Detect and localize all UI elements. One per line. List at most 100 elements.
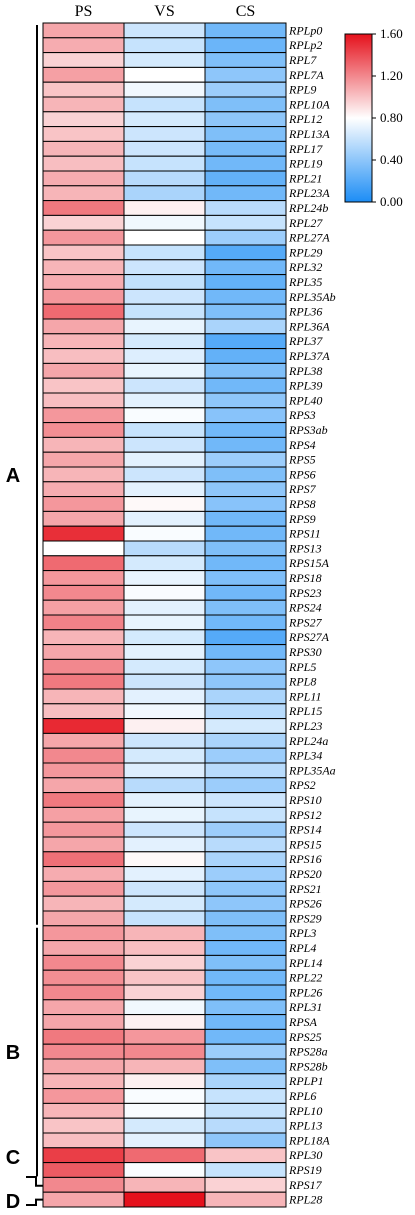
gene-label: RPS7 [288, 482, 317, 496]
heatmap-cell [204, 407, 287, 424]
heatmap-cell [42, 140, 125, 157]
gene-label: RPL6 [288, 1089, 316, 1103]
heatmap-cell [42, 466, 125, 483]
heatmap-cell [204, 984, 287, 1001]
heatmap-cell [204, 925, 287, 942]
heatmap-cell [42, 954, 125, 971]
heatmap-cell [123, 244, 206, 261]
heatmap-cell [42, 866, 125, 882]
heatmap-cell [123, 510, 206, 527]
heatmap-cell [123, 570, 206, 586]
colorbar-tick-label: 0.40 [380, 152, 403, 167]
colorbar: 1.60 1.20 0.80 0.40 0.00 [344, 26, 403, 209]
group-label-a: A [6, 465, 20, 487]
heatmap-cell [42, 377, 125, 394]
gene-label: RPL36 [288, 305, 322, 319]
heatmap-cell [42, 510, 125, 527]
heatmap-cell [204, 1162, 287, 1178]
heatmap-cell [123, 22, 206, 39]
gene-label: RPLp0 [288, 23, 322, 37]
heatmap-cell [42, 1176, 125, 1193]
heatmap-cell [204, 629, 287, 646]
heatmap-cell [204, 792, 287, 808]
heatmap-cell [123, 851, 206, 868]
heatmap-cell [42, 66, 125, 83]
heatmap-cell [123, 1058, 206, 1075]
heatmap-cell [204, 22, 287, 39]
gene-label: RPLP1 [288, 1074, 324, 1088]
gene-label: RPS3ab [288, 423, 328, 437]
heatmap-cell [42, 910, 125, 927]
heatmap-cell [123, 614, 206, 631]
heatmap-cell [204, 200, 287, 216]
heatmap-cell [204, 836, 287, 853]
gene-label: RPL24b [288, 201, 328, 215]
heatmap-cell [42, 126, 125, 142]
heatmap-cell [204, 436, 287, 453]
gene-label: RPL29 [288, 245, 322, 259]
heatmap-cell [204, 377, 287, 394]
heatmap-cell [123, 880, 206, 897]
heatmap-cell [123, 200, 206, 216]
heatmap-cell [42, 170, 125, 187]
gene-label: RPL37 [288, 334, 323, 348]
gene-label: RPL7 [288, 53, 317, 67]
gene-label: RPL4 [288, 941, 316, 955]
gene-label: RPL31 [288, 1000, 322, 1014]
heatmap-cell [42, 762, 125, 779]
heatmap-cell [42, 37, 125, 54]
heatmap-cell [204, 954, 287, 971]
heatmap-cell [42, 688, 125, 705]
heatmap-cell [204, 392, 287, 409]
heatmap-cell [42, 1073, 125, 1090]
heatmap-cell [204, 940, 287, 956]
heatmap-cell [42, 540, 125, 557]
heatmap-cell [123, 451, 206, 468]
heatmap-cell [204, 466, 287, 483]
heatmap-cell [204, 969, 287, 986]
gene-label: RPL9 [288, 83, 316, 97]
heatmap-cell [123, 747, 206, 764]
heatmap-cell [42, 1058, 125, 1075]
heatmap-cell [204, 1102, 287, 1119]
heatmap-cell [42, 288, 125, 305]
gene-label: RPL12 [288, 112, 322, 126]
heatmap-cell [204, 96, 287, 113]
gene-label: RPL21 [288, 171, 322, 185]
heatmap-cell [123, 1102, 206, 1119]
gene-label: RPS29 [288, 911, 322, 925]
gene-label: RPL26 [288, 985, 322, 999]
gene-label: RPS27 [288, 615, 323, 629]
heatmap-cell [42, 318, 125, 335]
colorbar-gradient [344, 33, 373, 203]
heatmap-cell [123, 274, 206, 290]
heatmap-cell [123, 999, 206, 1016]
heatmap-cell [42, 599, 125, 616]
heatmap-cell [204, 229, 287, 246]
gene-label: RPS9 [288, 512, 316, 526]
heatmap-cell [42, 836, 125, 853]
heatmap-cell [204, 644, 287, 660]
heatmap-cell [42, 229, 125, 246]
gene-label: RPS2 [288, 778, 316, 792]
heatmap-cell [42, 200, 125, 216]
gene-label: RPL7A [288, 68, 324, 82]
heatmap-cell [204, 895, 287, 912]
gene-label: RPS28a [288, 1045, 328, 1059]
heatmap-cell [123, 229, 206, 246]
heatmap-cell [42, 880, 125, 897]
heatmap-cell [123, 1088, 206, 1104]
heatmap-cell [204, 1014, 287, 1030]
heatmap-cell [204, 866, 287, 882]
heatmap-cells [42, 22, 287, 1208]
heatmap-cell [123, 525, 206, 542]
heatmap-cell [42, 644, 125, 660]
gene-label: RPS26 [288, 897, 322, 911]
heatmap-cell [204, 496, 287, 512]
gene-label: RPL19 [288, 157, 322, 171]
heatmap-cell [42, 333, 125, 350]
heatmap-cell [204, 688, 287, 705]
heatmap-cell [42, 407, 125, 424]
heatmap-cell [123, 496, 206, 512]
heatmap-cell [123, 629, 206, 646]
